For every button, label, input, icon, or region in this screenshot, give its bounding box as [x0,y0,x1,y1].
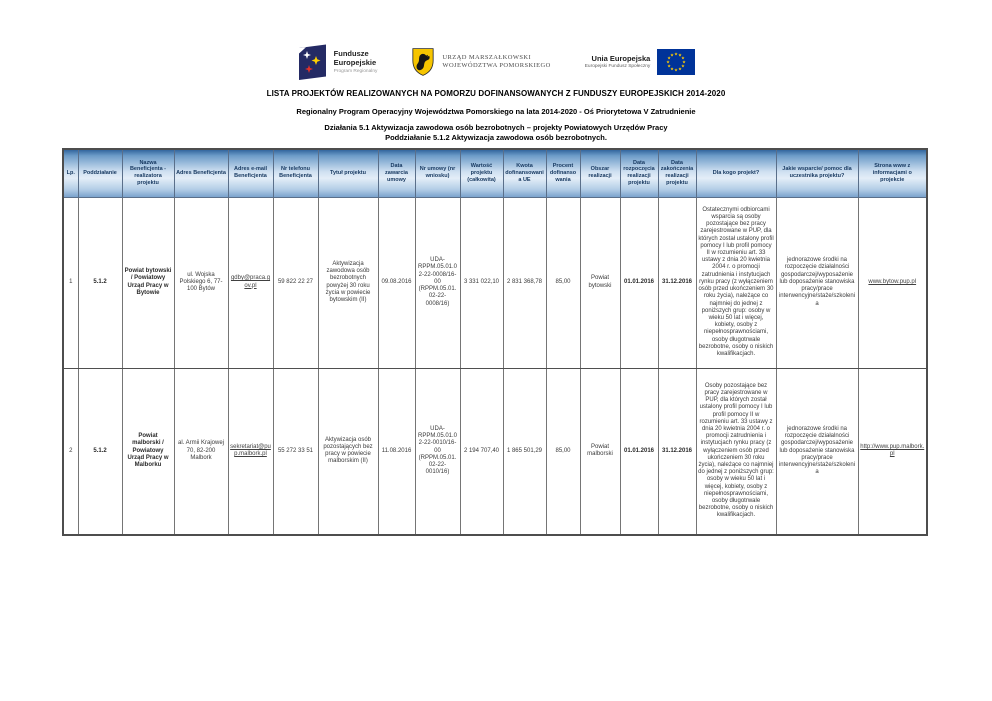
cell-data-rozpoczecia: 01.01.2016 [619,367,659,536]
fe-logo-subtitle: Program Regionalny [333,69,378,74]
cell-lp: 1 [62,196,79,369]
logo-strip: Fundusze Europejskie Program Regionalny … [0,44,992,80]
eu-logo-text: Unia Europejska Europejski Fundusz Społe… [584,53,651,70]
cell-poddzialanie: 5.1.2 [77,367,123,536]
cell-nr-umowy: UDA-RPPM.05.01.02-22-0010/16-00 (RPPM.05… [414,367,461,536]
cell-data-zakonczenia: 31.12.2016 [657,196,697,369]
logo-unia-europejska: Unia Europejska Europejski Fundusz Społe… [585,49,696,75]
header-nazwa-beneficjenta: Nazwa Beneficjenta - realizatora projekt… [121,148,175,198]
header-wartosc: Wartość projektu (całkowita) [459,148,504,198]
cell-wsparcie: jednorazowe środki na rozpoczęcie działa… [775,196,859,369]
header-dla-kogo: Dla kogo projekt? [695,148,777,198]
eu-flag-icon [657,49,696,75]
cell-adres: ul. Wojska Polskiego 6, 77-100 Bytów [173,196,229,369]
cell-data-zakonczenia: 31.12.2016 [657,367,697,536]
cell-www-link[interactable]: http://www.pup.malbork.pl [857,367,928,536]
table-row-1: 1 5.1.2 Powiat bytowski / Powiatowy Urzą… [62,196,928,369]
cell-tytul-projektu: Aktywizacja osób pozostających bez pracy… [317,367,379,536]
header-lp: Lp. [62,148,79,198]
header-procent: Procent dofinansowania [545,148,581,198]
header-row: Lp. Poddziałanie Nazwa Beneficjenta - re… [62,148,928,198]
cell-telefon: 55 272 33 51 [272,367,319,536]
cell-data-zawarcia: 11.08.2016 [377,367,416,536]
cell-nr-umowy: UDA-RPPM.05.01.02-22-0008/16-00 (RPPM.05… [414,196,461,369]
eu-logo-title: Unia Europejska [591,53,651,63]
cell-kwota-ue: 2 831 368,78 [502,196,547,369]
cell-data-zawarcia: 09.08.2016 [377,196,416,369]
document-titles: LISTA PROJEKTÓW REALIZOWANYCH NA POMORZU… [0,89,992,142]
cell-obszar: Powiat bytowski [579,196,621,369]
header-telefon: Nr telefonu Beneficjenta [272,148,319,198]
header-obszar: Obszar realizacji [579,148,621,198]
table-row-2: 2 5.1.2 Powiat malborski / Powiatowy Urz… [62,367,928,536]
cell-procent: 85,00 [545,367,581,536]
logo-urzad-marszalkowski: URZĄD MARSZAŁKOWSKI WOJEWÓDZTWA POMORSKI… [411,46,550,78]
main-title: LISTA PROJEKTÓW REALIZOWANYCH NA POMORZU… [266,89,726,98]
pomorskie-crest-icon [412,48,434,76]
projects-table: Lp. Poddziałanie Nazwa Beneficjenta - re… [62,148,928,536]
fe-flag-icon [298,44,326,80]
header-wsparcie: Jakie wsparcie/ pomoc dla uczestnika pro… [775,148,859,198]
fe-logo-title: Fundusze Europejskie [333,49,377,67]
cell-procent: 85,00 [545,196,581,369]
header-data-zakonczenia: Data zakończenia realizacji projektu [657,148,697,198]
cell-poddzialanie: 5.1.2 [77,196,123,369]
marshal-logo-text: URZĄD MARSZAŁKOWSKI WOJEWÓDZTWA POMORSKI… [442,54,550,70]
header-www: Strona www z informacjami o projekcie [857,148,928,198]
cell-lp: 2 [62,367,79,536]
cell-data-rozpoczecia: 01.01.2016 [619,196,659,369]
subaction-title: Poddziałanie 5.1.2 Aktywizacja zawodowa … [385,132,607,142]
action-title: Działania 5.1 Aktywizacja zawodowa osób … [324,123,668,132]
header-tytul-projektu: Tytuł projektu [317,148,379,198]
eu-logo-subtitle: Europejski Fundusz Społeczny [584,64,651,70]
cell-obszar: Powiat malborski [579,367,621,536]
marshal-line1: URZĄD MARSZAŁKOWSKI [442,54,532,61]
cell-dla-kogo: Ostatecznymi odbiorcami wsparcia są osob… [695,196,777,369]
header-data-zawarcia: Data zawarcia umowy [377,148,416,198]
cell-email-link[interactable]: sekretariat@pup.malbork.pl [227,367,274,536]
marshal-line2: WOJEWÓDZTWA POMORSKIEGO [442,62,551,69]
header-data-rozpoczecia: Data rozpoczęcia realizacji projektu [619,148,659,198]
fe-logo-text: Fundusze Europejskie Program Regionalny [333,49,378,74]
header-adres: Adres Beneficjenta [173,148,229,198]
cell-telefon: 59 822 22 27 [272,196,319,369]
cell-www-link[interactable]: www.bytow.pup.pl [857,196,928,369]
cell-tytul-projektu: Aktywizacja zawodowa osób bezrobotnych p… [317,196,379,369]
header-email: Adres e-mail Beneficjenta [227,148,274,198]
header-kwota-ue: Kwota dofinansowania UE [502,148,547,198]
cell-kwota-ue: 1 865 501,29 [502,367,547,536]
program-title: Regionalny Program Operacyjny Województw… [296,107,696,116]
header-nr-umowy: Nr umowy (nr wniosku) [414,148,461,198]
cell-adres: al. Armii Krajowej 70, 82-200 Malbork [173,367,229,536]
cell-wsparcie: jednorazowe środki na rozpoczęcie działa… [775,367,859,536]
cell-nazwa-beneficjenta: Powiat malborski / Powiatowy Urząd Pracy… [121,367,175,536]
cell-dla-kogo: Osoby pozostające bez pracy zarejestrowa… [695,367,777,536]
cell-wartosc: 2 194 707,40 [459,367,504,536]
cell-nazwa-beneficjenta: Powiat bytowski / Powiatowy Urząd Pracy … [121,196,175,369]
cell-wartosc: 3 331 022,10 [459,196,504,369]
logo-fundusze-europejskie: Fundusze Europejskie Program Regionalny [297,44,378,80]
cell-email-link[interactable]: gdby@praca.gov.pl [227,196,274,369]
header-poddzialanie: Poddziałanie [77,148,123,198]
